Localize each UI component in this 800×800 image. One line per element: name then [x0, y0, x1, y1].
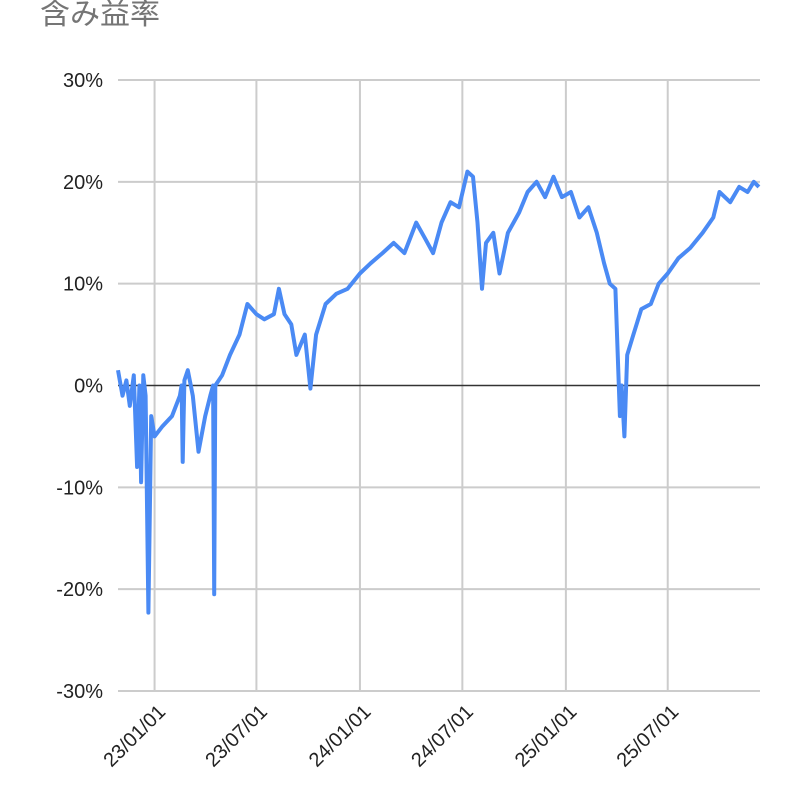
x-tick-label: 23/07/01	[201, 701, 272, 772]
x-tick-label: 25/07/01	[613, 701, 684, 772]
y-tick-label: -30%	[56, 681, 103, 703]
chart-title: 含み益率	[40, 0, 160, 32]
y-tick-label: 30%	[63, 70, 103, 92]
y-tick-label: -10%	[56, 477, 103, 499]
y-tick-label: 10%	[63, 274, 103, 296]
x-tick-label: 24/07/01	[407, 701, 478, 772]
x-tick-label: 24/01/01	[305, 701, 376, 772]
x-tick-label: 23/01/01	[99, 701, 170, 772]
y-tick-label: 0%	[74, 376, 103, 398]
x-tick-label: 25/01/01	[511, 701, 582, 772]
y-tick-label: 20%	[63, 172, 103, 194]
series-line	[116, 169, 761, 615]
y-tick-label: -20%	[56, 579, 103, 601]
